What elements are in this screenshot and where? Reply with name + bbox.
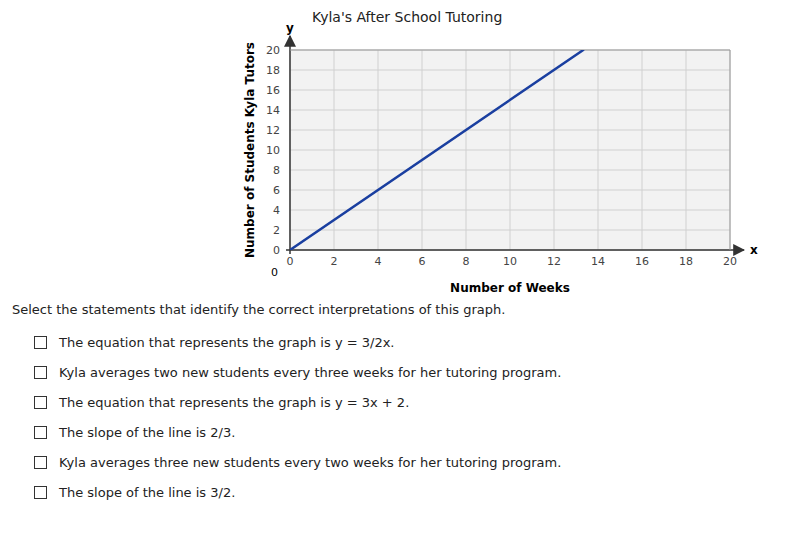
option: The equation that represents the graph i… xyxy=(12,387,788,417)
checkbox xyxy=(34,486,47,499)
checkbox xyxy=(34,336,47,349)
option: Kyla averages two new students every thr… xyxy=(12,357,788,387)
y-grid-line xyxy=(290,170,730,171)
y-grid-line xyxy=(290,90,730,91)
x-grid-line xyxy=(730,50,731,250)
y-axis-letter: y xyxy=(286,21,294,35)
y-grid-line xyxy=(290,50,730,51)
y-tick-label: 6 xyxy=(273,184,280,197)
y-grid-line xyxy=(290,110,730,111)
y-tick-label: 8 xyxy=(273,164,280,177)
x-axis-label: Number of Weeks xyxy=(450,281,570,295)
y-tick-label: 0 xyxy=(273,244,280,257)
x-tick-label: 14 xyxy=(591,255,605,268)
option-text: Kyla averages two new students every thr… xyxy=(59,365,561,380)
y-grid-line xyxy=(290,70,730,71)
checkbox xyxy=(34,426,47,439)
y-tick-label: 10 xyxy=(266,144,280,157)
option: Kyla averages three new students every t… xyxy=(12,447,788,477)
x-tick-label: 8 xyxy=(463,255,470,268)
y-tick-label: 12 xyxy=(266,124,280,137)
option-text: Kyla averages three new students every t… xyxy=(59,455,561,470)
y-grid-line xyxy=(290,210,730,211)
x-tick-label: 0 xyxy=(287,255,294,268)
data-line xyxy=(290,50,583,250)
checkbox xyxy=(34,396,47,409)
y-tick-label: 20 xyxy=(266,44,280,57)
option-text: The slope of the line is 3/2. xyxy=(59,485,235,500)
plot-background xyxy=(290,50,730,250)
x-tick-label: 16 xyxy=(635,255,649,268)
y-tick-label: 16 xyxy=(266,84,280,97)
x-tick-label: 4 xyxy=(375,255,382,268)
checkbox xyxy=(34,366,47,379)
plot-frame-top xyxy=(290,50,730,51)
y-tick-label: 18 xyxy=(266,64,280,77)
x-tick-label: 10 xyxy=(503,255,517,268)
x-tick-label: 20 xyxy=(723,255,737,268)
x-axis xyxy=(286,249,744,251)
option-text: The slope of the line is 2/3. xyxy=(59,425,235,440)
x-tick-label: 2 xyxy=(331,255,338,268)
y-axis-label: Number of Students Kyla Tutors xyxy=(243,42,257,258)
questions: Select the statements that identify the … xyxy=(12,302,788,507)
chart: 0 2 4 6 8 10 12 14 16 18 20 0 2 4 6 8 10 12 14 16 18 20 x y 0 Kyl… xyxy=(0,0,800,300)
title: Kyla's After School Tutoring xyxy=(312,9,502,25)
y-grid-line xyxy=(290,130,730,131)
x-tick-label: 18 xyxy=(679,255,693,268)
y-grid-line xyxy=(290,190,730,191)
option: The slope of the line is 3/2. xyxy=(12,477,788,507)
option: The equation that represents the graph i… xyxy=(12,327,788,357)
header-text: Select the statements that identify the … xyxy=(12,302,788,317)
plot-frame-right xyxy=(730,50,731,250)
origin-label: 0 xyxy=(271,266,278,279)
y-tick-label: 2 xyxy=(273,224,280,237)
y-grid-line xyxy=(290,230,730,231)
option: The slope of the line is 2/3. xyxy=(12,417,788,447)
y-tick-label: 14 xyxy=(266,104,280,117)
x-tick-label: 6 xyxy=(419,255,426,268)
y-tick-label: 4 xyxy=(273,204,280,217)
x-axis-letter: x xyxy=(750,243,758,257)
plot-area xyxy=(290,50,583,250)
y-axis xyxy=(289,36,291,254)
option-text: The equation that represents the graph i… xyxy=(59,335,394,350)
checkbox xyxy=(34,456,47,469)
option-text: The equation that represents the graph i… xyxy=(59,395,409,410)
x-tick-label: 12 xyxy=(547,255,561,268)
y-grid-line xyxy=(290,150,730,151)
